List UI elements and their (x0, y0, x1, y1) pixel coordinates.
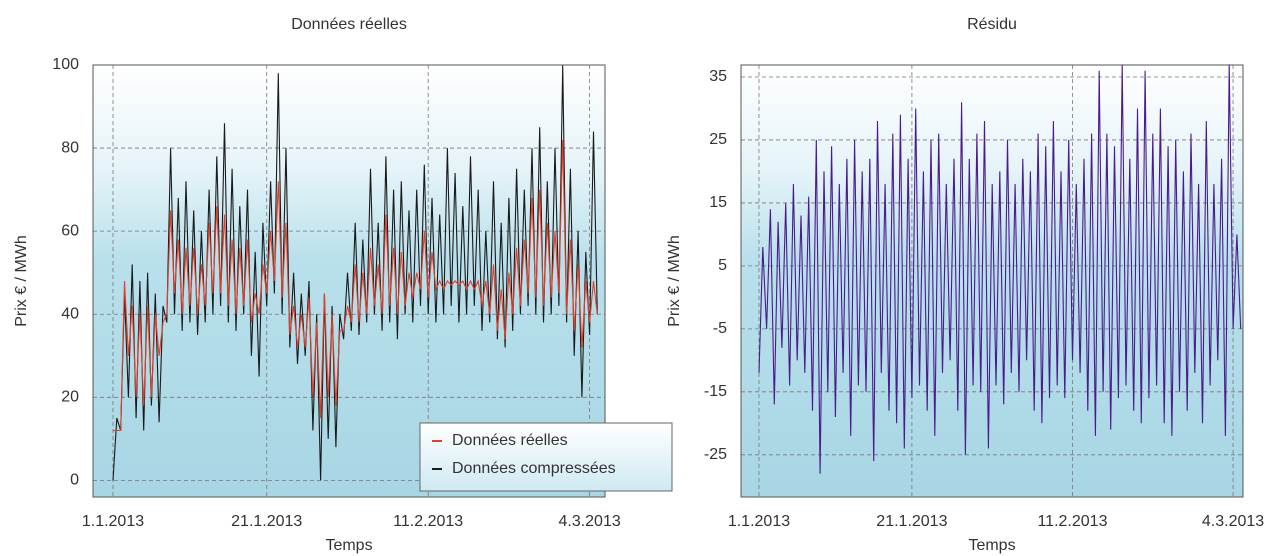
chart-title: Résidu (967, 16, 1017, 33)
y-tick-label: 0 (70, 472, 79, 489)
x-tick-label: 21.1.2013 (231, 513, 302, 530)
legend-label: Données réelles (452, 432, 568, 449)
y-tick-label: 100 (52, 56, 79, 73)
y-axis-label: Prix € / MWh (666, 235, 683, 327)
y-tick-label: -15 (704, 383, 727, 400)
x-axis-label: Temps (968, 537, 1015, 554)
plot-frame (740, 64, 1244, 498)
y-tick-label: 80 (61, 139, 79, 156)
y-tick-label: 20 (61, 389, 79, 406)
y-axis-label: Prix € / MWh (13, 235, 30, 327)
data-line (758, 64, 1242, 474)
plot-area (741, 65, 1243, 497)
data-line (113, 139, 598, 432)
x-tick-label: 11.2.2013 (1037, 513, 1107, 530)
x-tick-label: 4.3.2013 (558, 513, 620, 530)
x-tick-label: 4.3.2013 (1202, 513, 1264, 530)
y-tick-label: 5 (718, 257, 727, 274)
y-tick-label: -5 (713, 320, 727, 337)
x-tick-label: 11.2.2013 (393, 513, 463, 530)
y-tick-label: 25 (709, 131, 727, 148)
y-tick-label: 35 (709, 68, 727, 85)
y-tick-label: 60 (61, 222, 79, 239)
x-axis-label: Temps (325, 537, 372, 554)
x-tick-label: 21.1.2013 (876, 513, 947, 530)
legend-box (419, 422, 673, 492)
y-tick-label: 40 (61, 305, 79, 322)
chart-title: Données réelles (291, 16, 407, 33)
y-tick-label: 15 (709, 194, 727, 211)
y-tick-label: -25 (704, 446, 727, 463)
x-tick-label: 1.1.2013 (82, 513, 144, 530)
data-line (112, 64, 598, 481)
x-tick-label: 1.1.2013 (728, 513, 790, 530)
plot-frame (92, 64, 606, 498)
legend-label: Données compressées (452, 460, 616, 477)
